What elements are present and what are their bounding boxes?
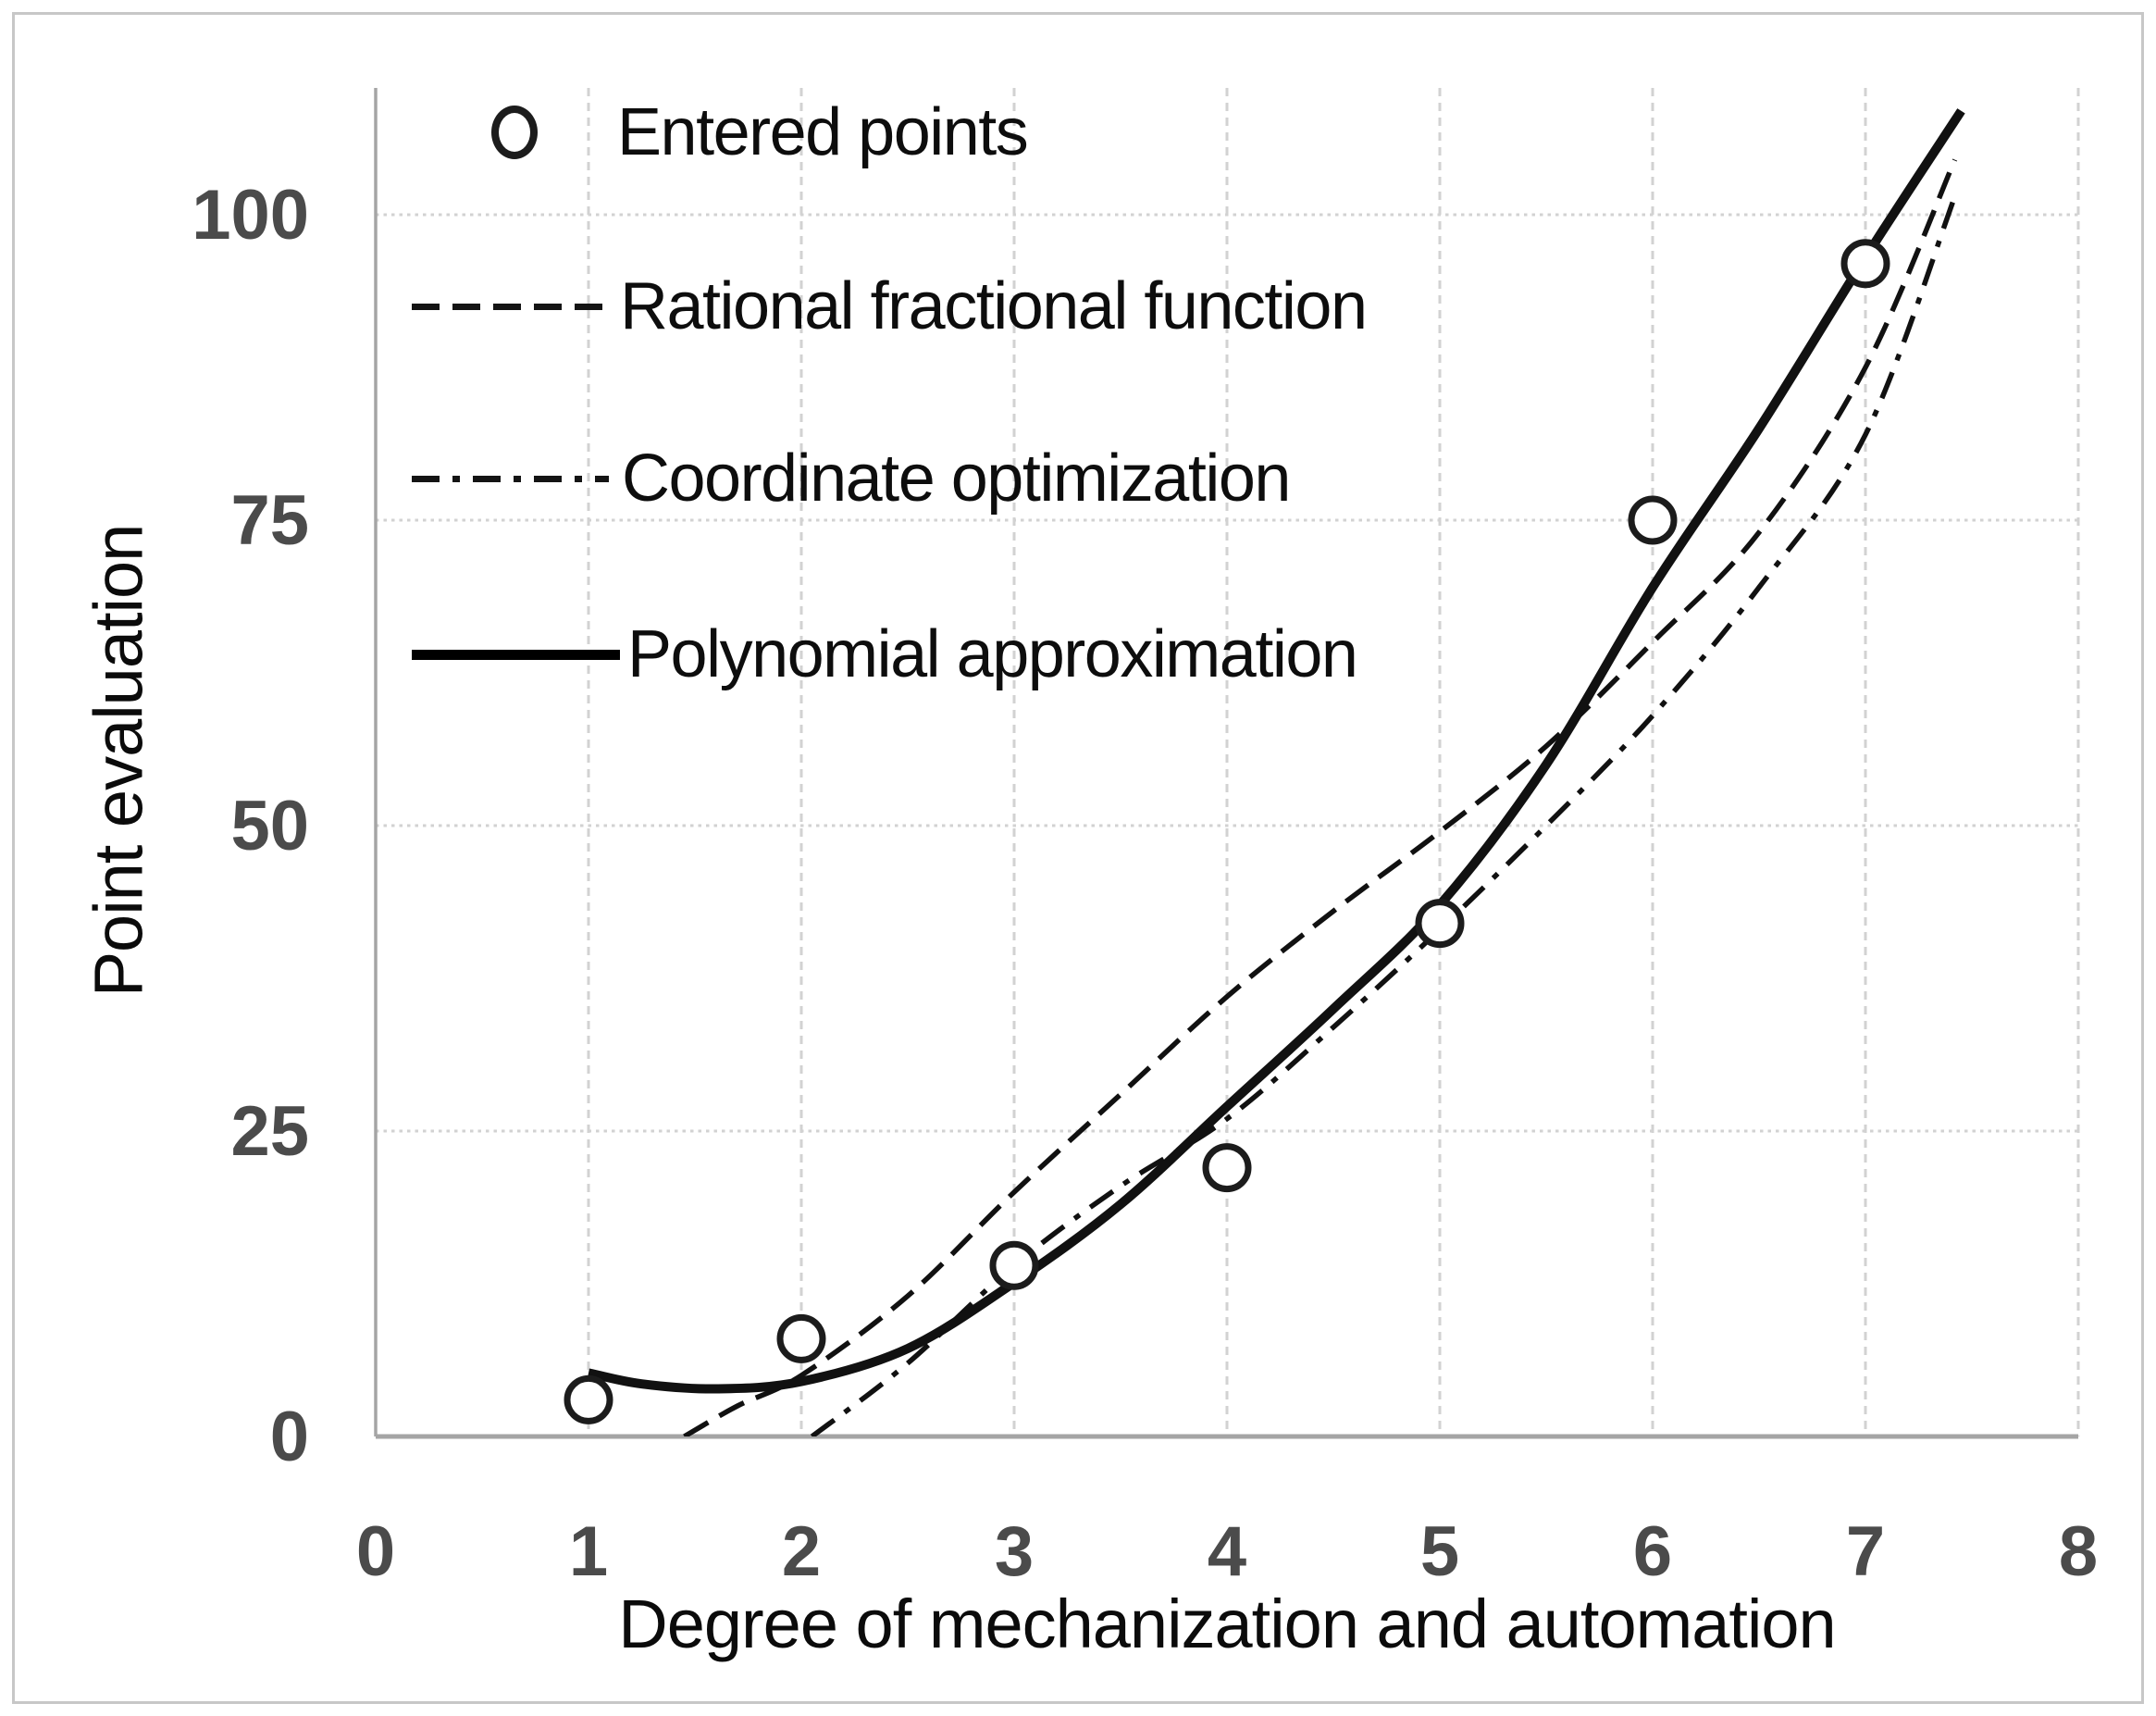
legend-item-coordinate-optimization: Coordinate optimization <box>412 434 1291 523</box>
svg-text:1: 1 <box>569 1512 608 1591</box>
circle-marker-icon <box>412 106 617 159</box>
svg-text:0: 0 <box>356 1512 395 1591</box>
svg-text:2: 2 <box>782 1512 821 1591</box>
svg-text:0: 0 <box>270 1398 309 1476</box>
dash-dot-line-icon <box>412 475 609 482</box>
y-axis-title: Point evaluation <box>80 524 157 998</box>
legend-item-entered-points: Entered points <box>412 88 1029 177</box>
legend-item-polynomial-approximation: Polynomial approximation <box>412 610 1358 699</box>
svg-text:25: 25 <box>230 1092 309 1171</box>
svg-text:50: 50 <box>230 787 309 865</box>
legend-label: Coordinate optimization <box>622 441 1291 516</box>
legend-label: Polynomial approximation <box>627 617 1358 691</box>
svg-text:8: 8 <box>2059 1512 2098 1591</box>
dashed-line-icon <box>412 303 609 310</box>
svg-text:75: 75 <box>230 481 309 560</box>
svg-text:3: 3 <box>995 1512 1034 1591</box>
solid-line-icon <box>412 649 620 660</box>
x-axis-title: Degree of mechanization and automation <box>618 1585 1836 1662</box>
legend-label: Rational fractional function <box>620 269 1368 343</box>
svg-text:100: 100 <box>192 176 309 255</box>
svg-text:5: 5 <box>1420 1512 1459 1591</box>
svg-text:6: 6 <box>1633 1512 1672 1591</box>
svg-text:4: 4 <box>1208 1512 1246 1591</box>
svg-text:7: 7 <box>1846 1512 1885 1591</box>
legend-item-rational-fractional: Rational fractional function <box>412 262 1368 351</box>
legend-label: Entered points <box>617 95 1029 169</box>
